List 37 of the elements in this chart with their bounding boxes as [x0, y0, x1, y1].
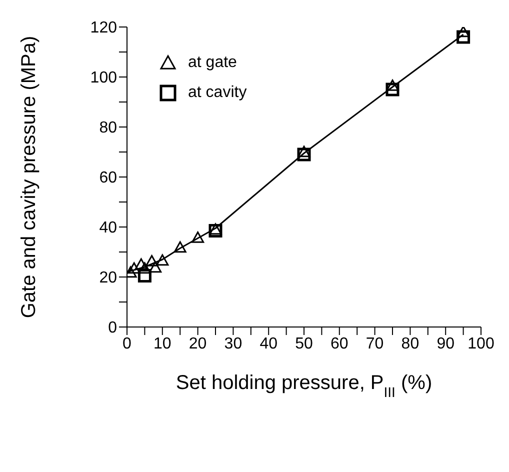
y-tick-label: 80: [99, 120, 118, 137]
x-tick-label: 70: [366, 335, 384, 352]
point: [192, 232, 204, 243]
point: [298, 146, 310, 158]
point: [128, 262, 140, 274]
point: [297, 148, 311, 162]
x-tick-label: 40: [260, 335, 278, 352]
y-tick-label: 100: [90, 70, 118, 87]
point: [156, 254, 169, 266]
x-tick-label: 100: [468, 335, 494, 352]
point: [149, 261, 162, 273]
x-tick-label: 20: [188, 335, 207, 352]
point: [138, 269, 152, 282]
legend-label: at cavity: [188, 84, 247, 102]
legend-label: at gate: [188, 54, 237, 72]
point: [386, 82, 400, 96]
x-tick-label: 30: [224, 335, 242, 352]
point: [146, 255, 158, 266]
x-tick-label: 50: [295, 335, 313, 352]
x-tick-label: 60: [330, 335, 348, 352]
y-tick-label: 60: [99, 170, 118, 187]
y-tick-label: 40: [99, 220, 118, 237]
point: [174, 241, 186, 253]
point: [134, 258, 148, 270]
point: [456, 30, 470, 44]
y-tick-label: 20: [99, 270, 118, 287]
y-tick-label: 120: [90, 20, 118, 37]
x-tick-label: 10: [154, 335, 172, 352]
x-tick-label: 90: [436, 335, 455, 352]
point: [209, 223, 222, 235]
x-tick-label: 80: [401, 335, 420, 352]
point: [208, 224, 222, 238]
y-tick-label: 0: [108, 320, 118, 337]
x-tick-label: 0: [122, 335, 132, 352]
y-axis-title: Gate and cavity pressure (MPa): [18, 36, 40, 318]
x-axis-title: Set holding pressure, P$_{III}$ (%): [176, 372, 432, 400]
point: [386, 80, 399, 91]
